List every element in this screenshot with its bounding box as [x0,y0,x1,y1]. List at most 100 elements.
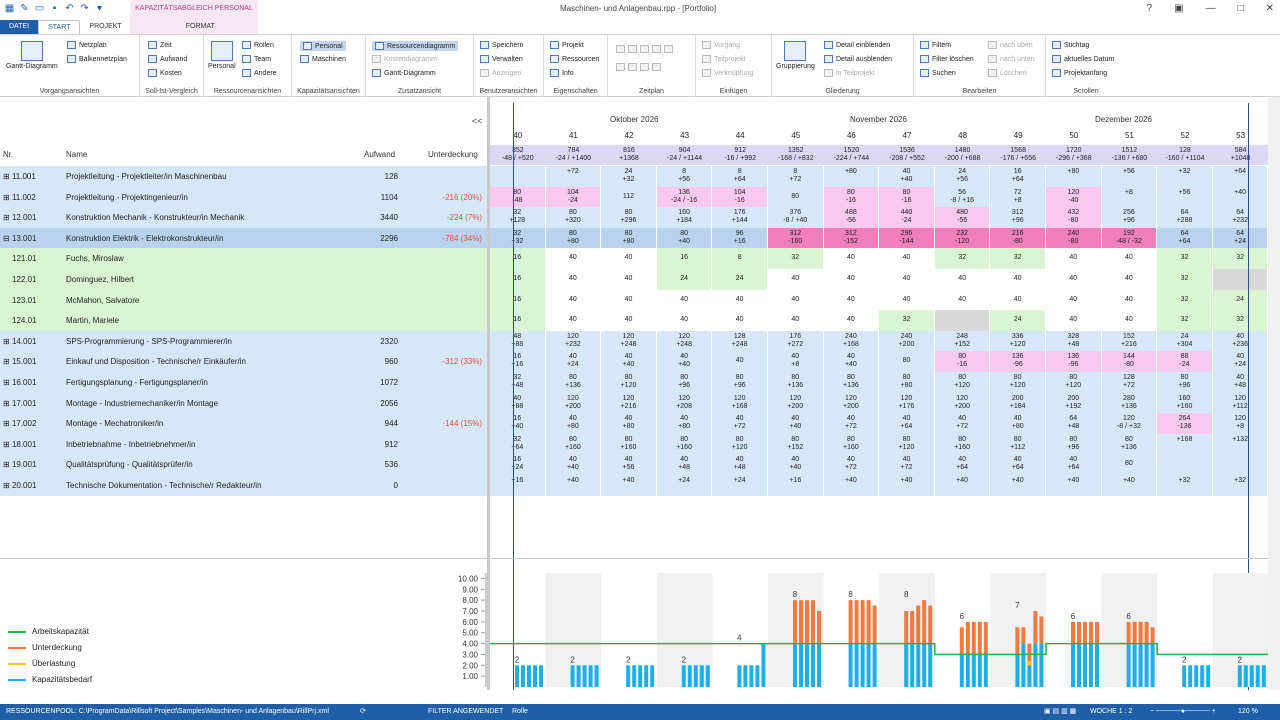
grid-cell[interactable]: 40 [823,310,880,331]
grid-cell[interactable]: 32 [1157,269,1213,290]
grid-cell[interactable]: +80 [1046,166,1102,187]
grid-cell[interactable]: 16 [490,269,546,290]
grid-cell[interactable]: 40 +48 [712,454,768,475]
kap-personal-button[interactable]: Personal [300,41,346,51]
grid-cell[interactable]: 8 +56 [656,166,713,187]
grid-cell[interactable]: 120 +248 [601,330,657,352]
anzeigen-button[interactable]: Anzeigen [480,69,521,77]
refresh-icon[interactable]: ⟳ [360,708,366,715]
grid-cell[interactable]: 216 -80 [990,227,1046,249]
zeitplan-scroll-buttons[interactable] [616,63,661,71]
grid-cell[interactable]: 80 -16 [934,351,991,372]
zeit-button[interactable]: Zeit [148,41,172,49]
aktuelles-datum-button[interactable]: aktuelles Datum [1052,55,1114,63]
grid-cell[interactable]: 200 +192 [1046,392,1102,414]
nach-oben-button[interactable]: nach oben [988,41,1033,49]
grid-cell[interactable]: 120 +208 [656,392,713,414]
grid-cell[interactable]: 144 -80 [1101,351,1158,372]
grid-cell[interactable]: 176 +272 [768,330,824,352]
grid-cell[interactable]: 32 [1157,310,1213,331]
grid-cell[interactable]: 40 +56 [601,454,657,475]
grid-cell[interactable]: 16 [490,310,546,331]
grid-cell[interactable] [490,166,546,187]
grid-cell[interactable]: 32 +32 [490,227,546,249]
grid-cell[interactable]: 80 +136 [1101,433,1158,455]
grid-cell[interactable]: 40 +40 [545,454,602,475]
grid-cell[interactable]: +40 [934,475,991,496]
grid-cell[interactable]: 176 +144 [712,207,768,228]
table-row[interactable]: ⊞ 16.001 Fertigungsplanung - Fertigungspl… [0,372,487,393]
grid-cell[interactable]: 328 +48 [1046,330,1102,352]
grid-cell[interactable]: 40 [990,269,1046,290]
table-row[interactable]: ⊞ 18.001 Inbetriebnahme - Inbetriebnehmer… [0,433,487,455]
table-row[interactable]: ⊞ 12.001 Konstruktion Mechanik - Konstruk… [0,207,487,229]
grid-cell[interactable]: 40 [879,289,935,311]
grid-cell[interactable]: 40 [712,351,768,372]
grid-cell[interactable]: +40 [823,475,880,496]
suchen-button[interactable]: Suchen [920,69,956,77]
grid-cell[interactable]: 80 +112 [990,433,1046,455]
zoom-slider[interactable]: − ─────●───── + [1150,708,1216,715]
grid-cell[interactable]: +40 [1212,186,1269,208]
column-header-name[interactable]: Name [66,150,88,159]
grid-cell[interactable]: 376 -8 / +40 [768,207,824,228]
app-icon[interactable]: ▦ [4,3,15,14]
grid-cell[interactable]: 32 [990,248,1046,269]
table-row[interactable]: ⊞ 17.001 Montage - Industriemechaniker/in… [0,392,487,414]
expand-icon[interactable]: ⊞ [3,357,12,367]
grid-cell[interactable]: 80 +96 [656,372,713,393]
table-row[interactable]: 122.01 Dominguez, Hilbert [0,269,487,290]
save-icon[interactable]: ▪ [52,3,57,14]
column-header-aufwand[interactable]: Aufwand [364,150,396,159]
grid-cell[interactable]: 40 [601,310,657,331]
grid-cell[interactable]: 40 +40 [601,351,657,372]
grid-cell[interactable]: +40 [990,475,1046,496]
grid-cell[interactable]: 112 [601,186,657,208]
grid-cell[interactable]: 40 [601,248,657,269]
expand-icon[interactable]: ⊞ [3,213,12,223]
column-header-unterdeckung[interactable]: Unterdeckung [428,150,478,159]
kosten-button[interactable]: Kosten [148,69,182,77]
team-button[interactable]: Team [242,55,271,63]
grid-cell[interactable]: +24 [656,475,713,496]
table-row[interactable]: ⊞ 14.001 SPS-Programmierung - SPS-Program… [0,330,487,352]
expand-icon[interactable]: ⊞ [3,336,12,346]
redo-icon[interactable]: ↷ [80,3,89,14]
grid-cell[interactable]: 24 +32 [601,166,657,187]
grid-cell[interactable]: 80 +160 [823,433,880,455]
grid-cell[interactable]: 80 +96 [1046,433,1102,455]
grid-cell[interactable]: 40 [823,289,880,311]
grid-cell[interactable]: 240 +200 [879,330,935,352]
grid-cell[interactable]: 80 +136 [768,372,824,393]
gantt-zusatz-button[interactable]: Gantt-Diagramm [372,69,436,77]
grid-cell[interactable]: 104 -24 [545,186,602,208]
grid-cell[interactable]: 24 +56 [934,166,991,187]
verwalten-button[interactable]: Verwalten [480,55,523,63]
vorgang-button[interactable]: Vorgang [702,41,740,49]
grid-cell[interactable]: 120 -40 [1046,186,1102,208]
grid-cell[interactable]: 40 [712,310,768,331]
detail-ausblenden-button[interactable]: Detail ausblenden [824,55,892,63]
grid-cell[interactable]: 80 +120 [990,372,1046,393]
grid-cell[interactable]: 40 [990,289,1046,311]
grid-cell[interactable]: 40 [1101,269,1158,290]
netzplan-button[interactable]: Netzplan [67,41,107,49]
grid-cell[interactable]: 40 +40 [823,351,880,372]
maximize-icon[interactable]: □ [1237,3,1244,14]
grid-cell[interactable]: 80 -48 [490,186,546,208]
table-row[interactable]: 124.01 Martin, Mariele [0,310,487,332]
grid-cell[interactable]: 240 -80 [1046,227,1102,249]
grid-cell[interactable]: 40 +8 [768,351,824,372]
stichtag-button[interactable]: Stichtag [1052,41,1089,49]
grid-cell[interactable]: 40 [768,269,824,290]
grid-cell[interactable]: 64 +24 [1212,227,1269,249]
grid-cell[interactable]: +8 [1101,186,1158,208]
grid-cell[interactable]: 120 +176 [879,392,935,414]
grid-cell[interactable]: 40 +40 [656,351,713,372]
grid-cell[interactable]: 248 +152 [934,330,991,352]
grid-cell[interactable]: 80 +96 [712,372,768,393]
grid-cell[interactable]: 40 +88 [490,392,546,414]
grid-cell[interactable]: +24 [712,475,768,496]
table-row[interactable]: 123.01 McMahon, Salvatore [0,289,487,311]
table-row[interactable]: 121.01 Fuchs, Miroslaw [0,248,487,270]
